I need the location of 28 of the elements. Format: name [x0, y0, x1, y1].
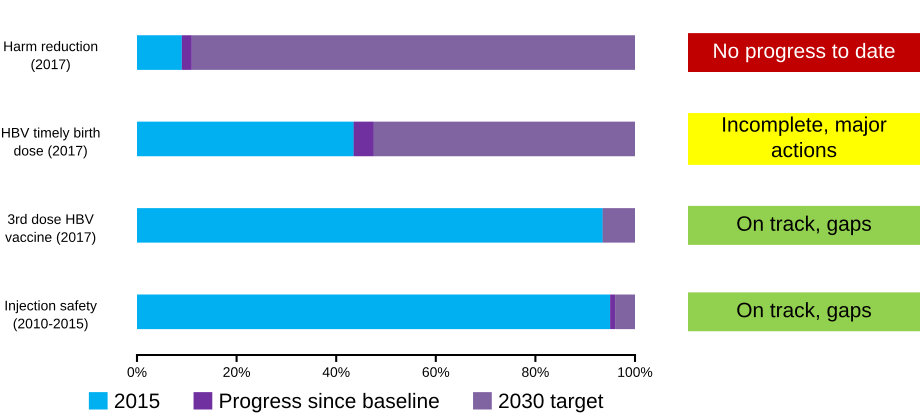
x-tick-label: 80%: [522, 367, 549, 378]
bar: [192, 35, 635, 70]
bar: [374, 122, 635, 156]
y-tick-label: HBV timely birth dose (2017): [2, 127, 100, 158]
y-tick-label: Harm reduction (2017): [4, 41, 98, 72]
bar: [615, 294, 635, 330]
text: On track, gaps: [737, 302, 871, 322]
text: On track, gaps: [737, 216, 871, 236]
bar: [354, 122, 374, 156]
x-tick-label: 40%: [322, 367, 350, 378]
y-tick-label: Injection safety (2010-2015): [6, 300, 97, 332]
legend-label: Progress since baseline: [220, 392, 439, 412]
text: No progress to date: [714, 42, 895, 62]
text: Incomplete, major actions: [723, 116, 886, 158]
y-tick-label: 3rd dose HBV vaccine (2017): [5, 214, 96, 245]
legend-label: 2015: [114, 393, 160, 408]
bar: [182, 35, 192, 70]
bar: [137, 294, 610, 330]
x-tick-label: 100%: [618, 367, 652, 378]
x-tick-label: 60%: [422, 367, 450, 378]
bar: [137, 208, 603, 243]
bar: [137, 35, 182, 70]
x-tick-label: 0%: [128, 367, 147, 378]
bar: [610, 294, 616, 330]
x-tick-label: 20%: [223, 367, 250, 378]
legend-label: 2030 target: [499, 393, 604, 412]
bar: [602, 208, 635, 243]
bar: [137, 122, 354, 156]
